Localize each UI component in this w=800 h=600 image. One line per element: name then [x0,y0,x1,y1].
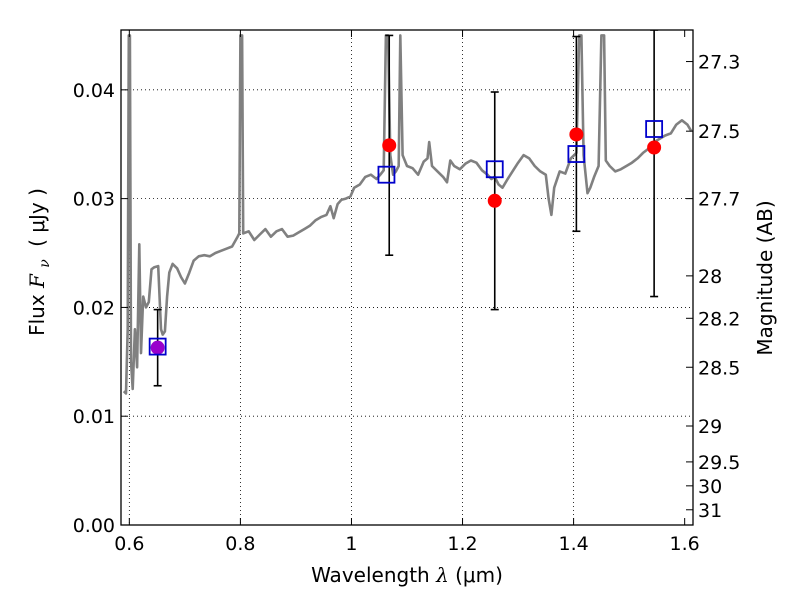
x-tick-label: 0.8 [225,533,255,555]
x-axis-title-symbol: λ [435,563,449,587]
model-photometry-squares [148,120,664,356]
y-tick-label: 0.00 [73,515,115,537]
x-tick-label: 1.4 [558,533,588,555]
data-point [647,140,662,155]
y-tick-label: 0.04 [73,80,115,102]
plot-frame [120,29,694,526]
x-axis-title: Wavelength λ (μm) [311,563,503,587]
model-square-marker [377,165,396,184]
y-axis-title: Flux F ν ( μJy ) [25,188,54,336]
model-square-marker [645,120,664,138]
y-axis-title-subscript: ν [37,259,53,268]
x-tick-label: 1 [345,533,357,555]
y-axis-title-text: Flux [25,294,49,336]
model-square-marker [148,337,167,356]
magnitude-tick-label: 29.5 [698,452,740,474]
x-tick-label: 1.2 [447,533,477,555]
magnitude-tick-label: 31 [698,500,722,522]
y-tick-label: 0.01 [73,406,115,428]
y-axis-title-unit: ( μJy ) [25,188,49,247]
magnitude-tick-label: 27.5 [698,121,740,143]
y-tick-label: 0.02 [73,297,115,319]
x-axis-ticks: 0.6 0.8 1 1.2 1.4 1.6 [114,30,700,555]
x-tick-label: 0.6 [114,533,144,555]
magnitude-tick-label: 28.5 [698,357,740,379]
model-square-marker [567,145,586,163]
x-tick-label: 1.6 [670,533,700,555]
model-square-marker [485,160,504,179]
grid [121,30,693,526]
observed-points [150,127,662,355]
x-axis-title-text: Wavelength [311,563,430,587]
data-point [150,340,165,355]
magnitude-tick-label: 27.7 [698,189,740,211]
y-tick-label: 0.03 [73,189,115,211]
magnitude-tick-label: 30 [698,476,722,498]
magnitude-tick-label: 27.3 [698,52,740,74]
data-point [382,138,397,153]
data-point [487,193,502,208]
x-axis-title-unit: (μm) [455,563,503,587]
magnitude-tick-label: 28 [698,266,722,288]
data-point [569,127,584,142]
y-axis-ticks: 0.00 0.01 0.02 0.03 0.04 [73,80,128,537]
magnitude-tick-label: 28.2 [698,308,740,330]
y-axis-title-symbol: F [25,273,49,289]
secondary-y-axis-title: Magnitude (AB) [753,200,777,355]
magnitude-tick-label: 29 [698,416,722,438]
model-spectrum-line [122,34,693,395]
